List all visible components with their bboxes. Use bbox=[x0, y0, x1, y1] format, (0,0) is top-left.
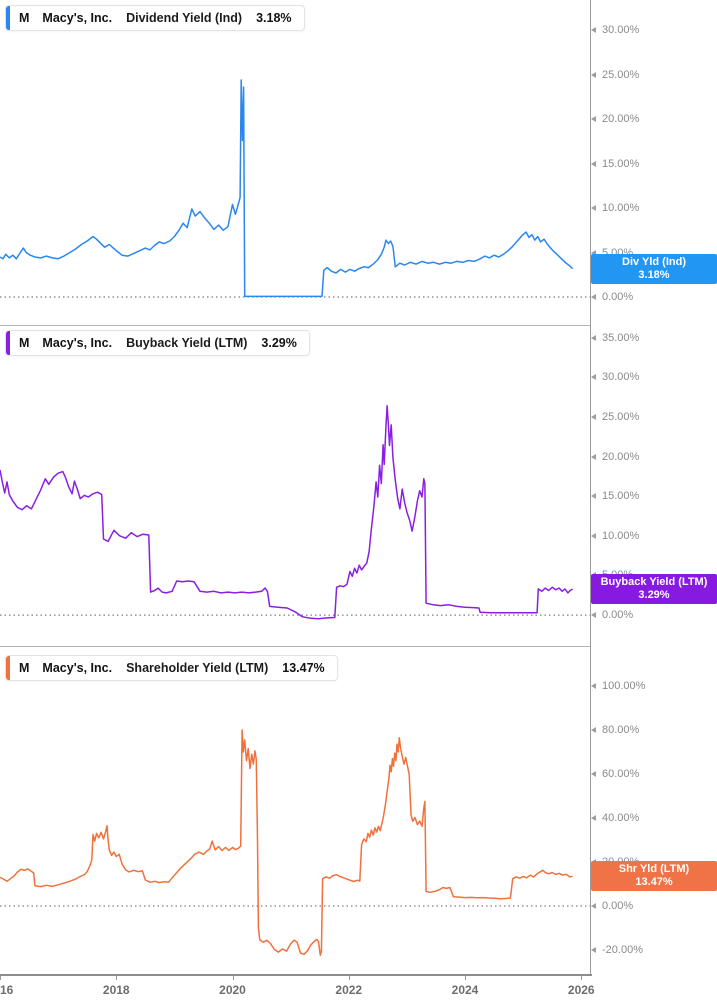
legend-accent-bar bbox=[6, 331, 10, 355]
y-axis-tick-label: 20.00% bbox=[602, 113, 640, 126]
y-axis-tick bbox=[591, 27, 596, 34]
x-axis-line bbox=[0, 974, 592, 976]
badge-label: Shr Yld (LTM) bbox=[618, 863, 690, 876]
y-axis-tick-label: 100.00% bbox=[602, 680, 646, 693]
badge-value: 3.18% bbox=[638, 268, 670, 281]
x-axis-label: 2018 bbox=[102, 983, 130, 997]
ticker-symbol: M bbox=[19, 661, 30, 675]
x-axis-label: 2020 bbox=[219, 983, 246, 997]
series-line bbox=[0, 79, 574, 298]
y-axis-tick-label: 35.00% bbox=[602, 331, 640, 344]
series-line bbox=[0, 729, 573, 956]
legend-buyback-yield[interactable]: M Macy's, Inc. Buyback Yield (LTM) 3.29% bbox=[5, 330, 310, 356]
ticker-symbol: M bbox=[19, 11, 30, 25]
metric-value: 3.29% bbox=[261, 336, 297, 350]
last-value-badge-shareholder-yield: Shr Yld (LTM) 13.47% bbox=[591, 861, 717, 892]
panel-dividend-yield[interactable] bbox=[0, 0, 717, 325]
y-axis-tick-label: 0.00% bbox=[602, 899, 634, 912]
x-axis-tick bbox=[232, 976, 234, 980]
x-axis-tick bbox=[116, 976, 118, 980]
legend-accent-bar bbox=[6, 6, 10, 30]
y-axis-tick bbox=[591, 727, 596, 733]
x-axis-tick bbox=[465, 976, 467, 980]
metric-name: Dividend Yield (Ind) bbox=[126, 11, 243, 25]
x-axis-tick bbox=[348, 976, 350, 980]
legend-shareholder-yield[interactable]: M Macy's, Inc. Shareholder Yield (LTM) 1… bbox=[5, 655, 338, 681]
y-axis-tick-label: 0.00% bbox=[602, 609, 634, 622]
y-axis-tick bbox=[591, 160, 596, 167]
y-axis-tick-label: 25.00% bbox=[602, 68, 640, 81]
y-axis-tick bbox=[591, 814, 596, 821]
y-axis-tick bbox=[591, 205, 596, 212]
y-axis-tick-label: 15.00% bbox=[602, 490, 640, 503]
y-axis-tick-label: 10.00% bbox=[602, 202, 640, 215]
y-axis-tick bbox=[591, 532, 596, 539]
chart-plot-0[interactable] bbox=[0, 0, 717, 325]
y-axis-tick-label: 40.00% bbox=[602, 811, 640, 824]
badge-label: Div Yld (Ind) bbox=[622, 255, 686, 268]
panel-divider bbox=[0, 325, 591, 326]
panel-divider bbox=[0, 646, 591, 647]
x-axis-tick bbox=[0, 976, 1, 980]
metric-name: Buyback Yield (LTM) bbox=[126, 336, 248, 350]
x-axis-label: 2022 bbox=[335, 983, 363, 997]
y-axis-tick bbox=[591, 413, 596, 420]
y-axis-tick bbox=[591, 770, 596, 777]
y-axis-tick-label: 30.00% bbox=[602, 371, 640, 384]
y-axis-tick bbox=[591, 493, 596, 500]
x-axis-label: 2024 bbox=[451, 983, 479, 997]
y-axis-tick bbox=[591, 71, 596, 78]
y-axis-tick bbox=[591, 249, 596, 256]
legend-dividend-yield[interactable]: M Macy's, Inc. Dividend Yield (Ind) 3.18… bbox=[5, 5, 305, 31]
y-axis-tick bbox=[591, 293, 596, 300]
y-axis-tick bbox=[591, 946, 596, 953]
badge-label: Buyback Yield (LTM) bbox=[600, 576, 708, 588]
ticker-symbol: M bbox=[19, 336, 30, 350]
last-value-badge-dividend-yield: Div Yld (Ind) 3.18% bbox=[591, 253, 717, 284]
y-axis-tick-label: 0.00% bbox=[602, 290, 634, 303]
metric-name: Shareholder Yield (LTM) bbox=[126, 661, 269, 675]
y-axis-tick-label: 30.00% bbox=[602, 24, 640, 37]
badge-value: 13.47% bbox=[635, 876, 673, 889]
y-axis-tick bbox=[591, 683, 596, 690]
right-axis-line bbox=[590, 0, 591, 975]
metric-value: 3.18% bbox=[256, 11, 292, 25]
y-axis-tick bbox=[591, 902, 596, 909]
y-axis-tick-label: -20.00% bbox=[602, 943, 643, 956]
chart-plot-2[interactable] bbox=[0, 646, 717, 975]
x-axis-label: 2026 bbox=[567, 983, 595, 997]
metric-value: 13.47% bbox=[282, 661, 325, 675]
y-axis-tick bbox=[591, 334, 596, 341]
series-line bbox=[0, 405, 573, 620]
chart-plot-1[interactable] bbox=[0, 325, 717, 646]
y-axis-tick bbox=[591, 453, 596, 460]
y-axis-tick bbox=[591, 374, 596, 381]
y-axis-tick-label: 80.00% bbox=[602, 724, 640, 736]
panel-buyback-yield[interactable] bbox=[0, 325, 717, 646]
x-axis-label: 2016 bbox=[0, 983, 14, 997]
y-axis-tick-label: 25.00% bbox=[602, 410, 640, 423]
legend-accent-bar bbox=[6, 656, 10, 680]
panel-shareholder-yield[interactable] bbox=[0, 646, 717, 975]
x-axis-tick bbox=[581, 976, 583, 980]
y-axis-tick-label: 20.00% bbox=[602, 450, 640, 463]
y-axis-tick-label: 15.00% bbox=[602, 157, 640, 170]
y-axis-tick-label: 60.00% bbox=[602, 767, 640, 780]
company-name: Macy's, Inc. bbox=[42, 11, 113, 25]
company-name: Macy's, Inc. bbox=[42, 661, 113, 675]
badge-value: 3.29% bbox=[638, 589, 670, 601]
last-value-badge-buyback-yield: Buyback Yield (LTM) 3.29% bbox=[591, 574, 717, 604]
y-axis-tick bbox=[591, 116, 596, 123]
y-axis-tick-label: 10.00% bbox=[602, 529, 640, 542]
y-axis-tick bbox=[591, 612, 596, 619]
company-name: Macy's, Inc. bbox=[42, 336, 113, 350]
